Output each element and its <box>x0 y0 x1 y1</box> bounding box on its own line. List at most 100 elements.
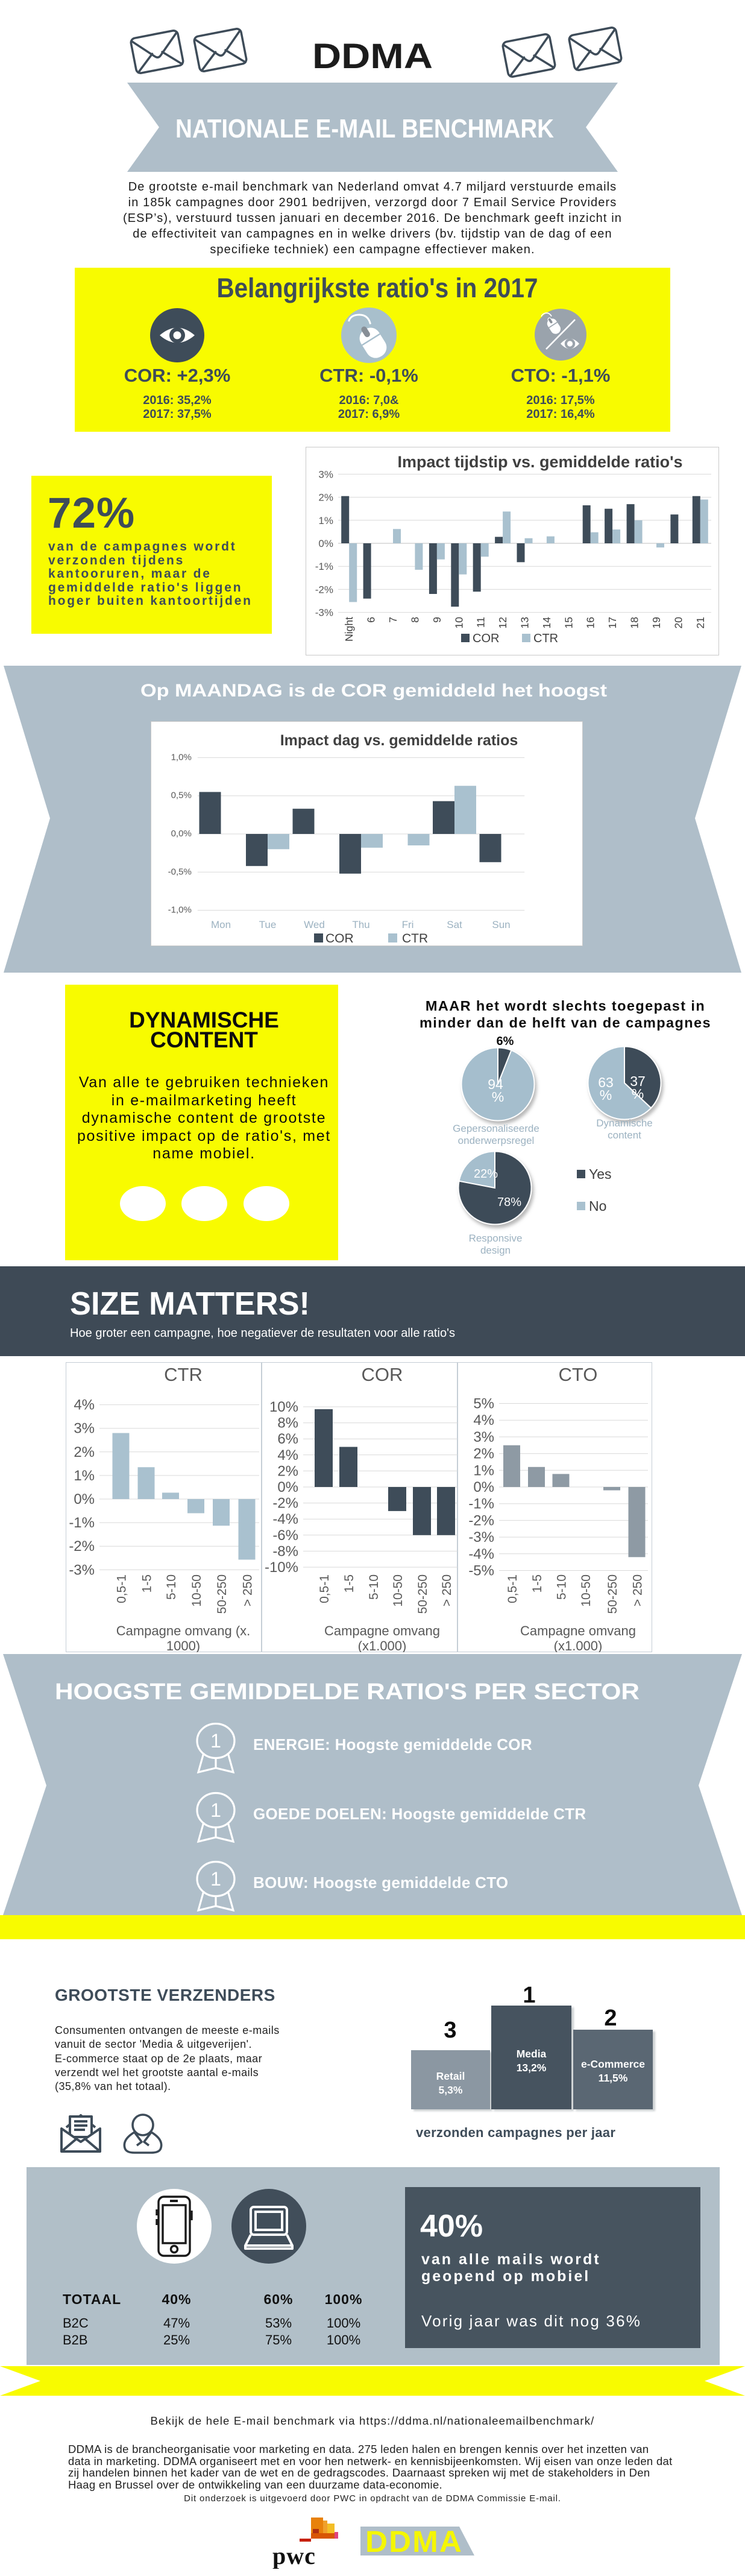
svg-text:15: 15 <box>562 617 574 628</box>
svg-text:3%: 3% <box>318 469 333 480</box>
svg-text:-1%: -1% <box>69 1515 95 1531</box>
svg-text:-5%: -5% <box>468 1563 494 1579</box>
svg-text:Belangrijkste ratio's in 2017: Belangrijkste ratio's in 2017 <box>217 273 538 303</box>
svg-text:-2%: -2% <box>468 1512 494 1529</box>
svg-text:NATIONALE E-MAIL BENCHMARK: NATIONALE E-MAIL BENCHMARK <box>175 114 554 144</box>
svg-text:8%: 8% <box>277 1415 298 1432</box>
svg-text:Dynamische: Dynamische <box>596 1117 653 1129</box>
svg-text:Campagne omvang (x.: Campagne omvang (x. <box>116 1623 251 1638</box>
svg-text:6%: 6% <box>497 1035 514 1048</box>
svg-text:Thu: Thu <box>352 919 369 930</box>
svg-text:14: 14 <box>541 617 553 629</box>
svg-text:Responsive: Responsive <box>469 1233 523 1244</box>
svg-text:37: 37 <box>630 1073 646 1089</box>
svg-text:Mon: Mon <box>211 919 231 930</box>
svg-text:94: 94 <box>488 1076 503 1092</box>
svg-text:1,0%: 1,0% <box>171 752 192 762</box>
svg-text:10-50: 10-50 <box>579 1574 593 1607</box>
svg-text:pwc: pwc <box>272 2542 316 2569</box>
svg-text:20: 20 <box>672 617 684 629</box>
svg-text:onderwerpsregel: onderwerpsregel <box>458 1135 535 1146</box>
svg-text:6%: 6% <box>277 1431 298 1447</box>
svg-text:Hoe groter een campagne, hoe n: Hoe groter een campagne, hoe negatiever … <box>70 1327 455 1340</box>
svg-text:COR: COR <box>473 632 499 645</box>
svg-text:-3%: -3% <box>315 607 333 619</box>
svg-text:1-5: 1-5 <box>342 1574 356 1593</box>
svg-text:7: 7 <box>387 617 399 623</box>
svg-text:5-10: 5-10 <box>165 1574 178 1600</box>
svg-text:HOOGSTE GEMIDDELDE RATIO'S PER: HOOGSTE GEMIDDELDE RATIO'S PER SECTOR <box>55 1679 640 1705</box>
svg-text:12: 12 <box>497 617 509 628</box>
svg-text:0,5-1: 0,5-1 <box>318 1574 332 1603</box>
svg-text:Campagne omvang: Campagne omvang <box>520 1623 636 1638</box>
svg-text:0,0%: 0,0% <box>171 829 192 839</box>
svg-text:10%: 10% <box>269 1399 298 1415</box>
svg-text:22%: 22% <box>474 1167 498 1181</box>
svg-text:No: No <box>589 1198 606 1214</box>
svg-text:0,5-1: 0,5-1 <box>115 1574 129 1603</box>
svg-text:5-10: 5-10 <box>367 1574 381 1600</box>
svg-text:18: 18 <box>629 617 641 628</box>
svg-text:CTR: CTR <box>533 632 558 645</box>
svg-text:21: 21 <box>694 617 706 628</box>
svg-text:-2%: -2% <box>272 1495 298 1512</box>
svg-text:BOUW: Hoogste gemiddelde CTO: BOUW: Hoogste gemiddelde CTO <box>253 1874 508 1892</box>
svg-text:0%: 0% <box>318 538 333 549</box>
svg-text:0%: 0% <box>277 1479 298 1495</box>
svg-text:Campagne omvang: Campagne omvang <box>324 1623 440 1638</box>
svg-text:1: 1 <box>210 1868 221 1890</box>
svg-text:17: 17 <box>606 617 618 628</box>
svg-text:CTR: CTR <box>164 1364 203 1385</box>
svg-text:2%: 2% <box>74 1444 95 1460</box>
svg-text:1%: 1% <box>74 1468 95 1484</box>
svg-text:content: content <box>608 1129 641 1141</box>
svg-text:-4%: -4% <box>272 1511 298 1527</box>
svg-text:GOEDE DOELEN: Hoogste gemiddel: GOEDE DOELEN: Hoogste gemiddelde CTR <box>253 1805 586 1823</box>
svg-text:10: 10 <box>453 617 465 629</box>
svg-text:1000): 1000) <box>166 1638 200 1652</box>
svg-text:%: % <box>600 1087 612 1103</box>
svg-text:4%: 4% <box>473 1412 494 1428</box>
svg-text:%: % <box>492 1089 504 1105</box>
svg-text:Sun: Sun <box>492 919 510 930</box>
svg-text:COR: COR <box>325 932 354 945</box>
svg-text:-10%: -10% <box>265 1559 298 1576</box>
svg-text:4%: 4% <box>74 1397 95 1413</box>
svg-text:0,5%: 0,5% <box>171 791 192 801</box>
svg-text:Night: Night <box>343 617 355 642</box>
svg-text:8: 8 <box>409 617 421 623</box>
svg-text:0%: 0% <box>473 1479 494 1495</box>
svg-text:Yes: Yes <box>589 1166 612 1182</box>
svg-text:1%: 1% <box>473 1462 494 1479</box>
svg-text:50-250: 50-250 <box>215 1574 229 1614</box>
svg-text:> 250: > 250 <box>440 1574 454 1606</box>
svg-text:(x1.000): (x1.000) <box>554 1638 603 1652</box>
svg-text:Impact dag vs. gemiddelde rati: Impact dag vs. gemiddelde ratios <box>280 732 518 749</box>
svg-text:Gepersonaliseerde: Gepersonaliseerde <box>453 1123 539 1134</box>
svg-text:10-50: 10-50 <box>391 1574 405 1607</box>
svg-text:design: design <box>480 1245 511 1256</box>
svg-text:5-10: 5-10 <box>555 1574 569 1600</box>
svg-text:2%: 2% <box>277 1463 298 1479</box>
svg-text:-4%: -4% <box>468 1546 494 1562</box>
svg-text:11: 11 <box>475 617 487 628</box>
svg-text:2%: 2% <box>318 492 333 504</box>
svg-text:COR: COR <box>362 1364 403 1385</box>
svg-text:-6%: -6% <box>272 1527 298 1544</box>
svg-text:4%: 4% <box>277 1447 298 1463</box>
svg-text:-8%: -8% <box>272 1543 298 1559</box>
svg-text:2%: 2% <box>473 1446 494 1462</box>
svg-text:-1%: -1% <box>315 561 333 572</box>
svg-text:ENERGIE: Hoogste gemiddelde CO: ENERGIE: Hoogste gemiddelde COR <box>253 1735 532 1754</box>
svg-text:50-250: 50-250 <box>606 1574 620 1614</box>
svg-text:-0,5%: -0,5% <box>168 867 192 877</box>
svg-text:5%: 5% <box>473 1396 494 1412</box>
svg-text:1: 1 <box>210 1730 221 1752</box>
svg-text:Impact tijdstip vs. gemiddelde: Impact tijdstip vs. gemiddelde ratio's <box>397 453 682 471</box>
svg-text:DDMA: DDMA <box>365 2525 463 2558</box>
svg-text:1-5: 1-5 <box>140 1574 154 1593</box>
svg-text:9: 9 <box>431 617 443 623</box>
svg-text:13: 13 <box>519 617 531 628</box>
svg-text:-1%: -1% <box>468 1496 494 1512</box>
svg-text:63: 63 <box>598 1075 614 1090</box>
